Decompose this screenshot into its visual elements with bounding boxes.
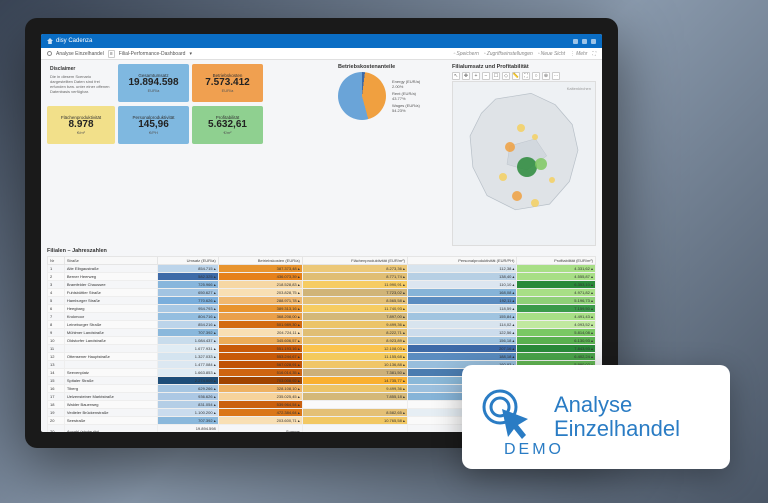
map-bubble[interactable] <box>532 134 538 140</box>
chevron-down-icon[interactable]: ▾ <box>189 51 192 57</box>
kpi-betriebskosten[interactable]: Betriebskosten 7.573.412 EUR/a <box>192 64 263 102</box>
grid-icon[interactable] <box>573 39 578 44</box>
kpi-value: 7.573.412 <box>205 78 250 88</box>
map-canvas[interactable]: Kaltenkirchen <box>452 81 596 246</box>
kpi-value: 145,96 <box>138 120 169 130</box>
map-bubble[interactable] <box>517 157 537 177</box>
map-title: Filialumsatz und Profitabilität <box>452 64 596 70</box>
col-header[interactable]: Flächenproduktivität (EUR/m²) <box>302 257 407 265</box>
table-row[interactable]: 4Fuhlsbüttler Straße650.627 ▴203.828,75 … <box>48 289 596 297</box>
table-row[interactable]: 8Leineburger Straße854.216 ▴501.989,30 ▴… <box>48 321 596 329</box>
more-button[interactable]: ⋮ Mehr <box>570 51 587 57</box>
kpi-unit: EUR/a <box>222 88 234 93</box>
demo-badge[interactable]: Analyse Einzelhandel DEMO <box>462 365 730 469</box>
newview-button[interactable]: ▫ Neue Sicht <box>538 51 565 57</box>
map-zoomin-icon[interactable]: + <box>472 72 480 80</box>
col-header[interactable]: Personalproduktivität (EUR/PH) <box>407 257 517 265</box>
user-icon[interactable] <box>591 39 596 44</box>
kpi-value: 19.894.598 <box>128 78 178 88</box>
breadcrumb: Analyse Einzelhandel ≡ Filial-Performanc… <box>41 48 602 60</box>
table-row[interactable]: 111.677.931 ▴551.193,16 ▴12.108,03 ▴207,… <box>48 345 596 353</box>
kpi-unit: €/PH <box>149 130 158 135</box>
map-pan-icon[interactable]: ✥ <box>462 72 470 80</box>
map-bubble[interactable] <box>499 173 507 181</box>
table-row[interactable]: 1Alte Elbgaustraße854.715 ▴387.373,48 ▴8… <box>48 265 596 273</box>
map-bubble[interactable] <box>512 191 522 201</box>
col-header[interactable]: Betriebskosten (EUR/a) <box>218 257 302 265</box>
table-row[interactable]: 2Berner Heerweg582.325 ▴436.073,39 ▴8.77… <box>48 273 596 281</box>
demo-line2: Einzelhandel <box>554 417 680 441</box>
demo-line1: Analyse <box>554 393 680 417</box>
table-row[interactable]: 5Hamburger Straße770.626 ▴288.971,78 ▴8.… <box>48 297 596 305</box>
map-toolbar: ↖ ✥ + − ☐ ◇ 📏 ⛶ ○ ⊕ ⋯ <box>452 72 596 80</box>
kpi-value: 5.632,61 <box>208 120 247 130</box>
app-title: disy Cadenza <box>56 38 92 44</box>
table-row[interactable]: 12Ottensener Hauptstraße1.327.033 ▴553.2… <box>48 353 596 361</box>
col-header[interactable]: Umsatz (EUR/a) <box>157 257 218 265</box>
table-row[interactable]: 3Bramfelder Chaussee725.966 ▴218.528,83 … <box>48 281 596 289</box>
table-row[interactable]: 10Oldstorfer Landstraße1.084.437 ▴345.60… <box>48 337 596 345</box>
save-button[interactable]: ▫ Speichern <box>454 51 479 57</box>
map-bubble[interactable] <box>535 158 547 170</box>
kpi-flaechenprod[interactable]: Flächenproduktivität 8.978 €/m² <box>47 106 115 144</box>
table-header: NrStraßeUmsatz (EUR/a)Betriebskosten (EU… <box>48 257 596 265</box>
table-title: Filialen – Jahreszahlen <box>47 248 596 254</box>
pie-legend: Energy (EUR/a)2.00%Rent (EUR/a)43.77%Wag… <box>392 77 420 115</box>
map-bubble[interactable] <box>531 199 539 207</box>
kpi-personalprod[interactable]: Personalproduktivität 145,96 €/PH <box>118 106 189 144</box>
cursor-click-icon <box>480 387 540 447</box>
access-button[interactable]: ▫ Zugriffseinstellungen <box>484 51 533 57</box>
breadcrumb-folder[interactable]: Analyse Einzelhandel <box>56 51 104 57</box>
disclaimer: Disclaimer Die in diesem Scenario darges… <box>47 64 115 102</box>
map-bubble[interactable] <box>505 142 515 152</box>
col-header[interactable]: Nr <box>48 257 65 265</box>
gear-icon[interactable] <box>47 51 52 56</box>
demo-tag: DEMO <box>504 441 564 459</box>
pie-title: Betriebskostenanteile <box>338 64 446 70</box>
map-plus-icon[interactable]: ⊕ <box>542 72 550 80</box>
kpi-profitabilitaet[interactable]: Profitabilität 5.632,61 €/m² <box>192 106 263 144</box>
kpi-value: 8.978 <box>68 120 93 130</box>
kpi-unit: €/m² <box>224 130 232 135</box>
kpi-unit: EUR/a <box>148 88 160 93</box>
table-row[interactable]: 6Heegbarg954.793 ▴389.313,16 ▴11.740,93 … <box>48 305 596 313</box>
app-topbar: disy Cadenza <box>41 34 602 48</box>
map-bubble[interactable] <box>517 124 525 132</box>
map-zoomout-icon[interactable]: − <box>482 72 490 80</box>
table-row[interactable]: 7Krokmoor804.716 ▴368.208,00 ▴7.897,00 ▴… <box>48 313 596 321</box>
map-label: Kaltenkirchen <box>567 86 591 91</box>
map-cursor-icon[interactable]: ↖ <box>452 72 460 80</box>
help-icon[interactable] <box>582 39 587 44</box>
select-icon[interactable]: ≡ <box>108 50 115 58</box>
map-select-icon[interactable]: ☐ <box>492 72 500 80</box>
map-ruler-icon[interactable]: 📏 <box>512 72 520 80</box>
map-more-icon[interactable]: ⋯ <box>552 72 560 80</box>
map-extent-icon[interactable]: ⛶ <box>522 72 530 80</box>
home-icon[interactable] <box>47 38 53 44</box>
map-poly-icon[interactable]: ◇ <box>502 72 510 80</box>
pie-chart[interactable] <box>338 72 386 120</box>
map-circle-icon[interactable]: ○ <box>532 72 540 80</box>
expand-icon[interactable]: ⛶ <box>592 51 596 57</box>
col-header[interactable]: Straße <box>64 257 157 265</box>
map-bubble[interactable] <box>549 177 555 183</box>
table-row[interactable]: 9Mühlmer Landstraße707.392 ▴204.724,11 ▴… <box>48 329 596 337</box>
kpi-gesamtumsatz[interactable]: Gesamtumsatz 19.894.598 EUR/a <box>118 64 189 102</box>
kpi-unit: €/m² <box>77 130 85 135</box>
col-header[interactable]: Profitabilität (EUR/m²) <box>517 257 596 265</box>
breadcrumb-page[interactable]: Filial-Performance-Dashboard <box>119 51 186 57</box>
